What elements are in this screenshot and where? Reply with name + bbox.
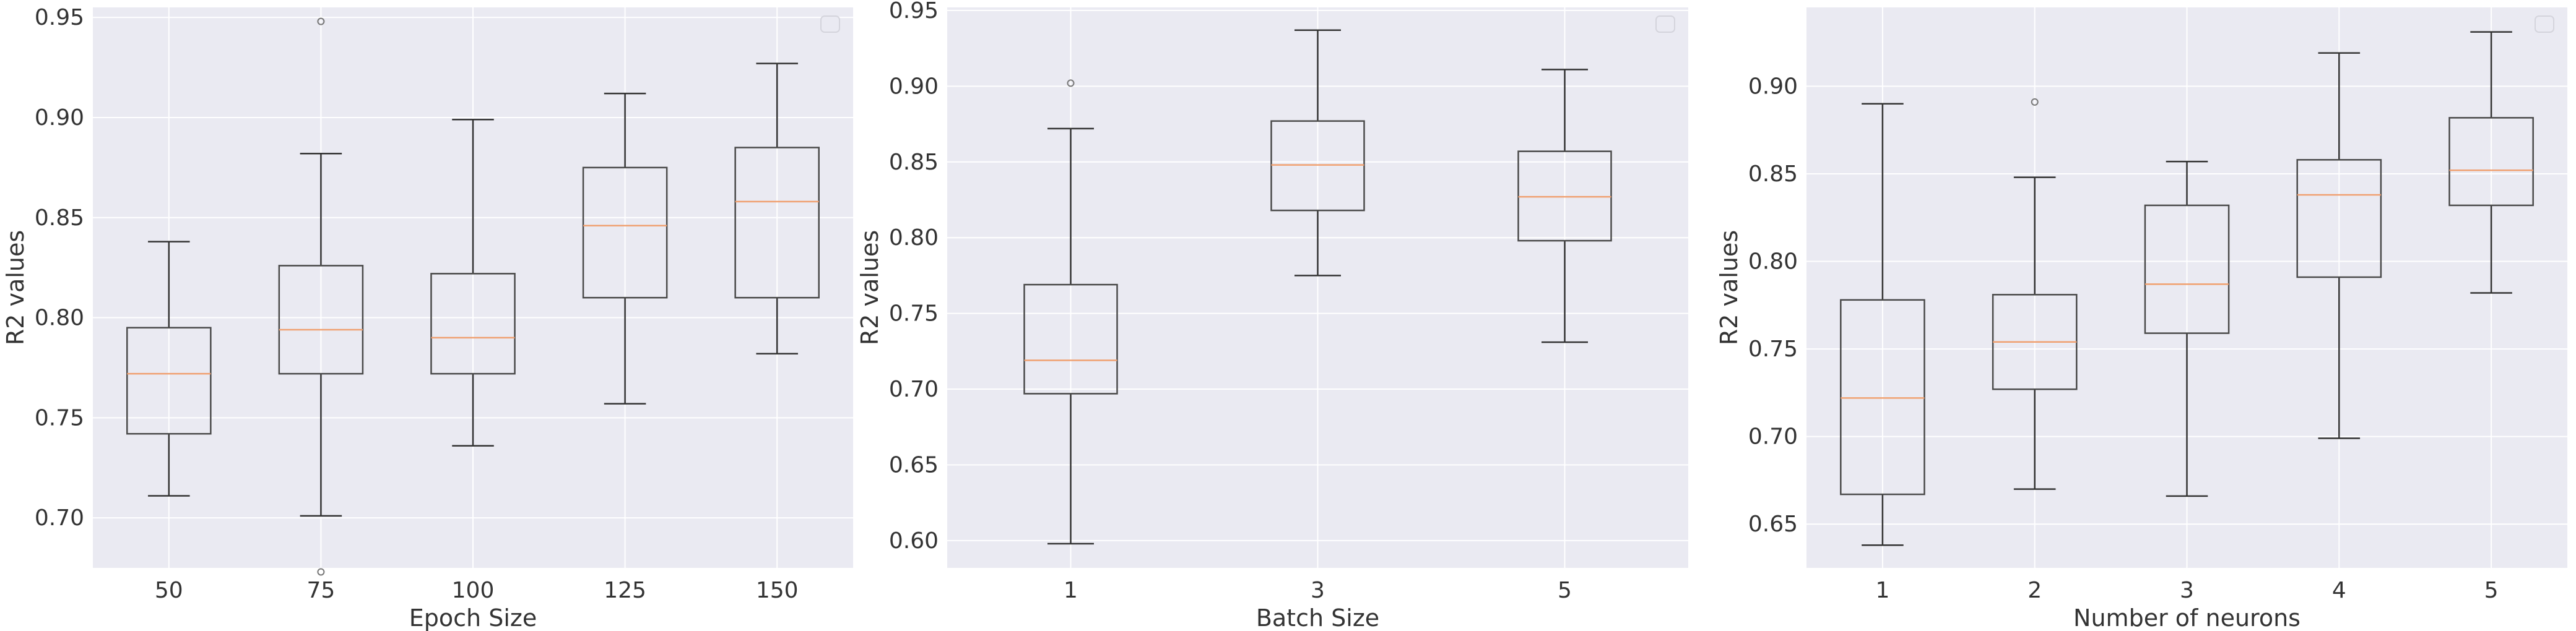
x-tick-label: 150 <box>756 578 799 603</box>
x-tick-label: 50 <box>155 578 183 603</box>
flier-point <box>1067 79 1075 87</box>
y-tick-label: 0.85 <box>35 205 84 231</box>
y-tick-label: 0.80 <box>1748 249 1798 275</box>
box-3 <box>1270 29 1365 277</box>
y-axis-label: R2 values <box>856 230 883 345</box>
x-tick-label: 3 <box>1311 578 1325 603</box>
box-rect <box>734 147 820 299</box>
x-tick-label: 100 <box>452 578 495 603</box>
box-100 <box>430 118 516 447</box>
y-tick-label: 0.75 <box>889 301 939 327</box>
box-rect <box>1023 283 1118 395</box>
legend-box <box>820 15 840 33</box>
box-rect <box>126 327 212 435</box>
legend-box <box>1655 15 1675 33</box>
box-75 <box>278 17 364 576</box>
flier-point <box>317 17 325 25</box>
x-tick-label: 2 <box>2027 578 2042 603</box>
y-tick-label: 0.70 <box>889 377 939 402</box>
box-rect <box>582 166 668 299</box>
box-125 <box>582 92 668 405</box>
panel-1: 0.70 0.75 0.80 0.85 0.90 0.95 50 75 100 125 150 Epo… <box>2 5 853 631</box>
y-axis-label: R2 values <box>2 230 29 345</box>
x-axis-label: Number of neurons <box>2073 604 2301 631</box>
y-tick-label: 0.90 <box>889 74 939 99</box>
box-rect <box>2296 159 2382 278</box>
x-tick-label: 1 <box>1875 578 1889 603</box>
y-tick-label: 0.85 <box>889 150 939 175</box>
y-tick-label: 0.90 <box>1748 74 1798 99</box>
box-rect <box>1840 299 1925 496</box>
y-tick-label: 0.75 <box>1748 337 1798 362</box>
x-tick-label: 5 <box>1558 578 1572 603</box>
y-tick-label: 0.60 <box>889 528 939 554</box>
y-tick-label: 0.80 <box>889 225 939 251</box>
y-tick-label: 0.85 <box>1748 161 1798 187</box>
y-tick-label: 0.95 <box>35 5 84 30</box>
x-tick-label: 75 <box>306 578 335 603</box>
y-tick-label: 0.65 <box>889 452 939 478</box>
box-1 <box>1840 103 1925 546</box>
y-tick-label: 0.65 <box>1748 512 1798 537</box>
panel-2: 0.60 0.65 0.70 0.75 0.80 0.85 0.90 0.95 1 3 5 Batch… <box>856 0 1688 631</box>
x-tick-label: 125 <box>604 578 646 603</box>
box-5 <box>2448 31 2534 294</box>
x-tick-label: 3 <box>2180 578 2194 603</box>
x-tick-label: 4 <box>2332 578 2346 603</box>
box-rect <box>2144 204 2230 334</box>
legend-box <box>2535 15 2554 33</box>
box-rect <box>278 265 364 375</box>
y-tick-label: 0.70 <box>35 505 84 531</box>
box-rect <box>2448 117 2534 207</box>
y-tick-label: 0.95 <box>889 0 939 24</box>
y-axis-label: R2 values <box>1715 230 1743 345</box>
box-2 <box>1992 98 2078 490</box>
y-tick-label: 0.90 <box>35 105 84 131</box>
flier-point <box>2031 98 2039 106</box>
box-150 <box>734 62 820 355</box>
x-axis-label: Epoch Size <box>409 604 537 631</box>
x-tick-label: 1 <box>1064 578 1078 603</box>
panel-3: 0.65 0.70 0.75 0.80 0.85 0.90 1 2 3 4 5 Number of n… <box>1715 7 2567 631</box>
flier-point <box>317 568 325 576</box>
box-5 <box>1517 69 1612 343</box>
box-50 <box>126 241 212 497</box>
box-4 <box>2296 52 2382 439</box>
x-tick-label: 5 <box>2484 578 2499 603</box>
box-3 <box>2144 160 2230 497</box>
box-1 <box>1023 79 1118 545</box>
y-tick-label: 0.70 <box>1748 424 1798 450</box>
box-rect <box>430 273 516 375</box>
y-tick-label: 0.75 <box>35 405 84 431</box>
x-axis-label: Batch Size <box>1256 604 1379 631</box>
y-tick-label: 0.80 <box>35 306 84 331</box>
